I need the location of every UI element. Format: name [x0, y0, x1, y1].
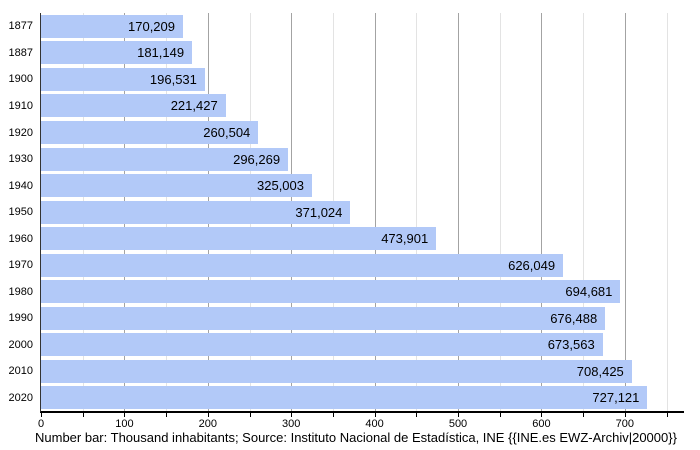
bar-2000: 673,563 [41, 333, 603, 357]
bar-value-label: 727,121 [592, 390, 640, 406]
y-axis-label-2010: 2010 [8, 365, 33, 378]
bar-value-label: 196,531 [149, 71, 197, 87]
y-axis-label-1920: 1920 [8, 126, 33, 139]
x-axis-tick [207, 413, 209, 417]
x-axis-tick [82, 413, 84, 417]
bar-1990: 676,488 [41, 306, 606, 330]
bar-value-label: 170,209 [128, 18, 175, 34]
plot-area: 0 100 200 300 400 500 600 700 170,209 181,149 196,… [38, 13, 684, 430]
bar-value-label: 371,024 [295, 204, 343, 220]
bar-value-label: 626,049 [508, 257, 556, 273]
y-axis-label-1887: 1887 [8, 46, 33, 59]
x-axis-tick [166, 413, 168, 417]
y-axis-label-1940: 1940 [8, 179, 33, 192]
y-axis-label-1990: 1990 [8, 312, 33, 325]
x-axis-tick [41, 413, 42, 417]
bar-value-label: 708,425 [576, 363, 624, 379]
bar-value-label: 260,504 [203, 124, 251, 140]
y-axis-label-1877: 1877 [8, 20, 33, 33]
y-axis-label-1900: 1900 [8, 73, 33, 86]
y-axis-label-1970: 1970 [8, 259, 33, 272]
x-axis-tick [374, 413, 376, 417]
y-axis-label-1930: 1930 [8, 153, 33, 165]
x-axis-tick-label: 100 [115, 418, 134, 430]
bar-1930: 296,269 [41, 147, 289, 171]
bar-2010: 708,425 [41, 359, 632, 383]
x-axis-tick [458, 413, 459, 417]
x-axis-tick-label: 300 [282, 418, 301, 430]
gridline-minor [499, 13, 501, 411]
x-axis-tick [666, 413, 668, 417]
gridline-major [374, 13, 376, 411]
x-axis-tick [291, 413, 293, 417]
y-axis-label-1960: 1960 [8, 232, 33, 245]
bar-value-label: 473,901 [381, 231, 429, 247]
bar-1950: 371,024 [41, 200, 351, 224]
y-axis-label-2000: 2000 [8, 338, 33, 351]
bar-1900: 196,531 [41, 67, 205, 91]
bar-1960: 473,901 [41, 227, 437, 251]
bar-1970: 626,049 [41, 253, 564, 277]
x-axis-tick-label: 0 [37, 418, 45, 430]
x-axis-tick [332, 413, 334, 417]
bar-value-label: 181,149 [137, 45, 185, 61]
gridline-major [624, 13, 626, 411]
x-axis-tick-label: 600 [532, 418, 551, 430]
bar-1980: 694,681 [41, 280, 621, 304]
bar-value-label: 676,488 [550, 310, 598, 326]
y-axis-label-2020: 2020 [8, 391, 33, 404]
x-axis-tick-label: 700 [615, 418, 634, 430]
x-axis-tick [499, 413, 501, 417]
x-axis-tick [124, 413, 126, 417]
x-axis-tick-label: 400 [365, 418, 384, 430]
bar-2020: 727,121 [41, 386, 648, 410]
bar-value-label: 673,563 [547, 337, 595, 353]
bar-value-label: 296,269 [233, 151, 281, 167]
x-axis-tick [249, 413, 251, 417]
y-axis-label-1950: 1950 [8, 206, 33, 219]
y-axis-label-1980: 1980 [8, 285, 33, 298]
gridline-major [458, 13, 459, 411]
bar-1887: 181,149 [41, 41, 193, 65]
bar-value-label: 325,003 [257, 178, 304, 193]
bar-1940: 325,003 [41, 174, 312, 197]
bar-1910: 221,427 [41, 94, 226, 118]
bar-value-label: 221,427 [170, 98, 218, 114]
bar-value-label: 694,681 [565, 284, 613, 300]
x-axis-tick-label: 500 [448, 418, 468, 430]
x-axis-tick [416, 413, 418, 417]
gridline-minor [416, 13, 418, 411]
bar-1877: 170,209 [41, 14, 183, 38]
x-axis-tick [624, 413, 626, 417]
gridline-minor [666, 13, 668, 411]
gridline-major [541, 13, 543, 411]
x-axis-tick [541, 413, 543, 417]
y-axis-label-1910: 1910 [8, 99, 33, 112]
bar-1920: 260,504 [41, 120, 259, 144]
x-axis-tick-label: 200 [198, 418, 217, 430]
chart-caption: Number bar: Thousand inhabitants; Source… [35, 430, 677, 445]
x-axis-tick [583, 413, 585, 417]
gridline-minor [583, 13, 585, 411]
